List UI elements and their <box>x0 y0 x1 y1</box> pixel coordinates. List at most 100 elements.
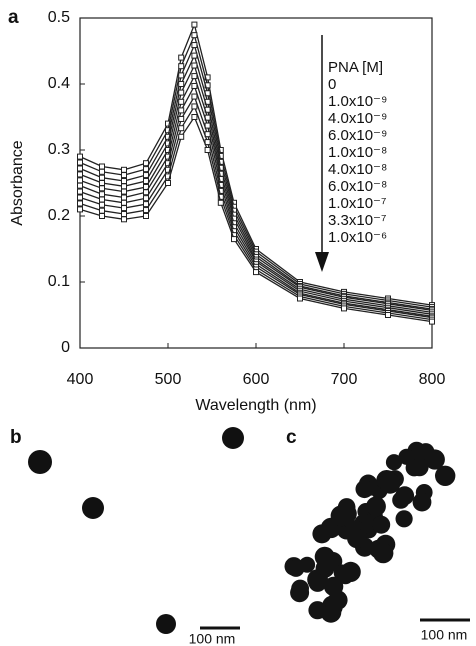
legend-entry: 4.0x10⁻⁸ <box>328 161 387 178</box>
y-axis-label: Absorbance <box>9 140 26 225</box>
y-tick-label: 0.4 <box>48 75 70 92</box>
legend-entry: 1.0x10⁻⁸ <box>328 144 387 161</box>
data-point <box>121 166 127 173</box>
data-point <box>121 172 127 179</box>
nanoparticle <box>372 515 391 534</box>
legend-title: PNA [M] <box>328 59 383 76</box>
data-point <box>178 133 185 140</box>
data-point <box>99 191 105 198</box>
data-point <box>99 196 105 203</box>
data-point <box>178 125 185 132</box>
nanoparticle <box>222 427 244 449</box>
data-point <box>297 295 303 302</box>
nanoparticle <box>308 573 327 592</box>
nanoparticle <box>398 448 415 465</box>
data-point <box>99 180 105 186</box>
nanoparticle <box>410 458 429 477</box>
data-point <box>143 213 149 219</box>
data-point <box>191 52 198 59</box>
data-point <box>217 199 224 206</box>
data-point <box>165 147 171 153</box>
data-point <box>178 54 185 61</box>
y-tick-label: 0.1 <box>48 273 70 290</box>
data-point <box>121 178 127 185</box>
data-point <box>121 183 127 190</box>
nanoparticle <box>373 542 394 564</box>
x-tick-label: 600 <box>243 371 270 388</box>
nanoparticle <box>340 561 361 583</box>
panel-label: c <box>286 427 297 448</box>
nanoparticle <box>156 614 176 634</box>
data-point <box>178 63 185 70</box>
data-point <box>143 195 149 202</box>
nanoparticle <box>312 524 332 544</box>
y-tick-label: 0 <box>61 339 70 356</box>
data-point <box>231 236 237 243</box>
x-axis-label: Wavelength (nm) <box>195 397 316 414</box>
data-point <box>99 174 105 181</box>
data-point <box>178 115 185 122</box>
data-point <box>204 147 211 153</box>
legend-entry: 6.0x10⁻⁸ <box>328 178 387 195</box>
legend-entry: 1.0x10⁻⁶ <box>328 229 387 246</box>
data-point <box>178 81 185 87</box>
data-point <box>204 139 211 146</box>
data-point <box>77 182 83 189</box>
tem-image <box>28 427 456 634</box>
data-point <box>99 207 105 214</box>
panel-label: b <box>10 427 22 448</box>
panel-label: a <box>8 7 19 28</box>
data-point <box>253 269 259 276</box>
x-tick-label: 800 <box>419 371 446 388</box>
nanoparticle <box>355 480 374 499</box>
data-point <box>77 171 83 178</box>
nanoparticle <box>82 497 104 519</box>
data-point <box>99 163 105 170</box>
data-point <box>143 201 149 208</box>
data-point <box>77 159 83 166</box>
scale-bar-label: 100 nm <box>421 627 468 643</box>
data-point <box>99 185 105 192</box>
data-point <box>191 62 198 69</box>
data-point <box>385 312 391 318</box>
nanoparticle <box>347 528 367 549</box>
data-point <box>165 166 171 173</box>
data-point <box>178 89 185 96</box>
data-point <box>191 114 198 120</box>
legend-entry: 1.0x10⁻⁷ <box>328 195 386 212</box>
data-point <box>143 172 149 179</box>
data-point <box>143 160 149 167</box>
nanoparticle <box>287 559 305 577</box>
scale-bar-label: 100 nm <box>189 631 236 646</box>
arrow-head <box>315 252 329 272</box>
data-point <box>191 82 198 89</box>
nanoparticle <box>395 510 413 528</box>
nanoparticle <box>314 546 335 567</box>
x-tick-label: 400 <box>67 371 94 388</box>
x-tick-label: 700 <box>331 371 358 388</box>
data-point <box>99 213 105 219</box>
data-point <box>178 72 185 79</box>
data-point <box>143 166 149 173</box>
data-point <box>121 188 127 195</box>
legend-entry: 1.0x10⁻⁹ <box>328 93 387 110</box>
y-tick-label: 0.3 <box>48 141 70 158</box>
data-point <box>191 103 198 110</box>
legend-entry: 6.0x10⁻⁹ <box>328 127 387 144</box>
legend-entry: 3.3x10⁻⁷ <box>328 212 386 229</box>
nanoparticle <box>379 473 401 494</box>
nanoparticle <box>392 491 410 509</box>
nanoparticle <box>366 496 386 517</box>
data-point <box>178 98 185 105</box>
data-point <box>429 318 435 325</box>
data-point <box>143 189 149 196</box>
y-tick-label: 0.5 <box>48 9 70 26</box>
data-point <box>99 201 105 208</box>
data-point <box>165 160 171 167</box>
data-point <box>191 93 198 100</box>
data-point <box>77 177 83 184</box>
nanoparticle <box>330 505 352 527</box>
y-tick-label: 0.2 <box>48 207 70 224</box>
data-point <box>143 178 149 185</box>
